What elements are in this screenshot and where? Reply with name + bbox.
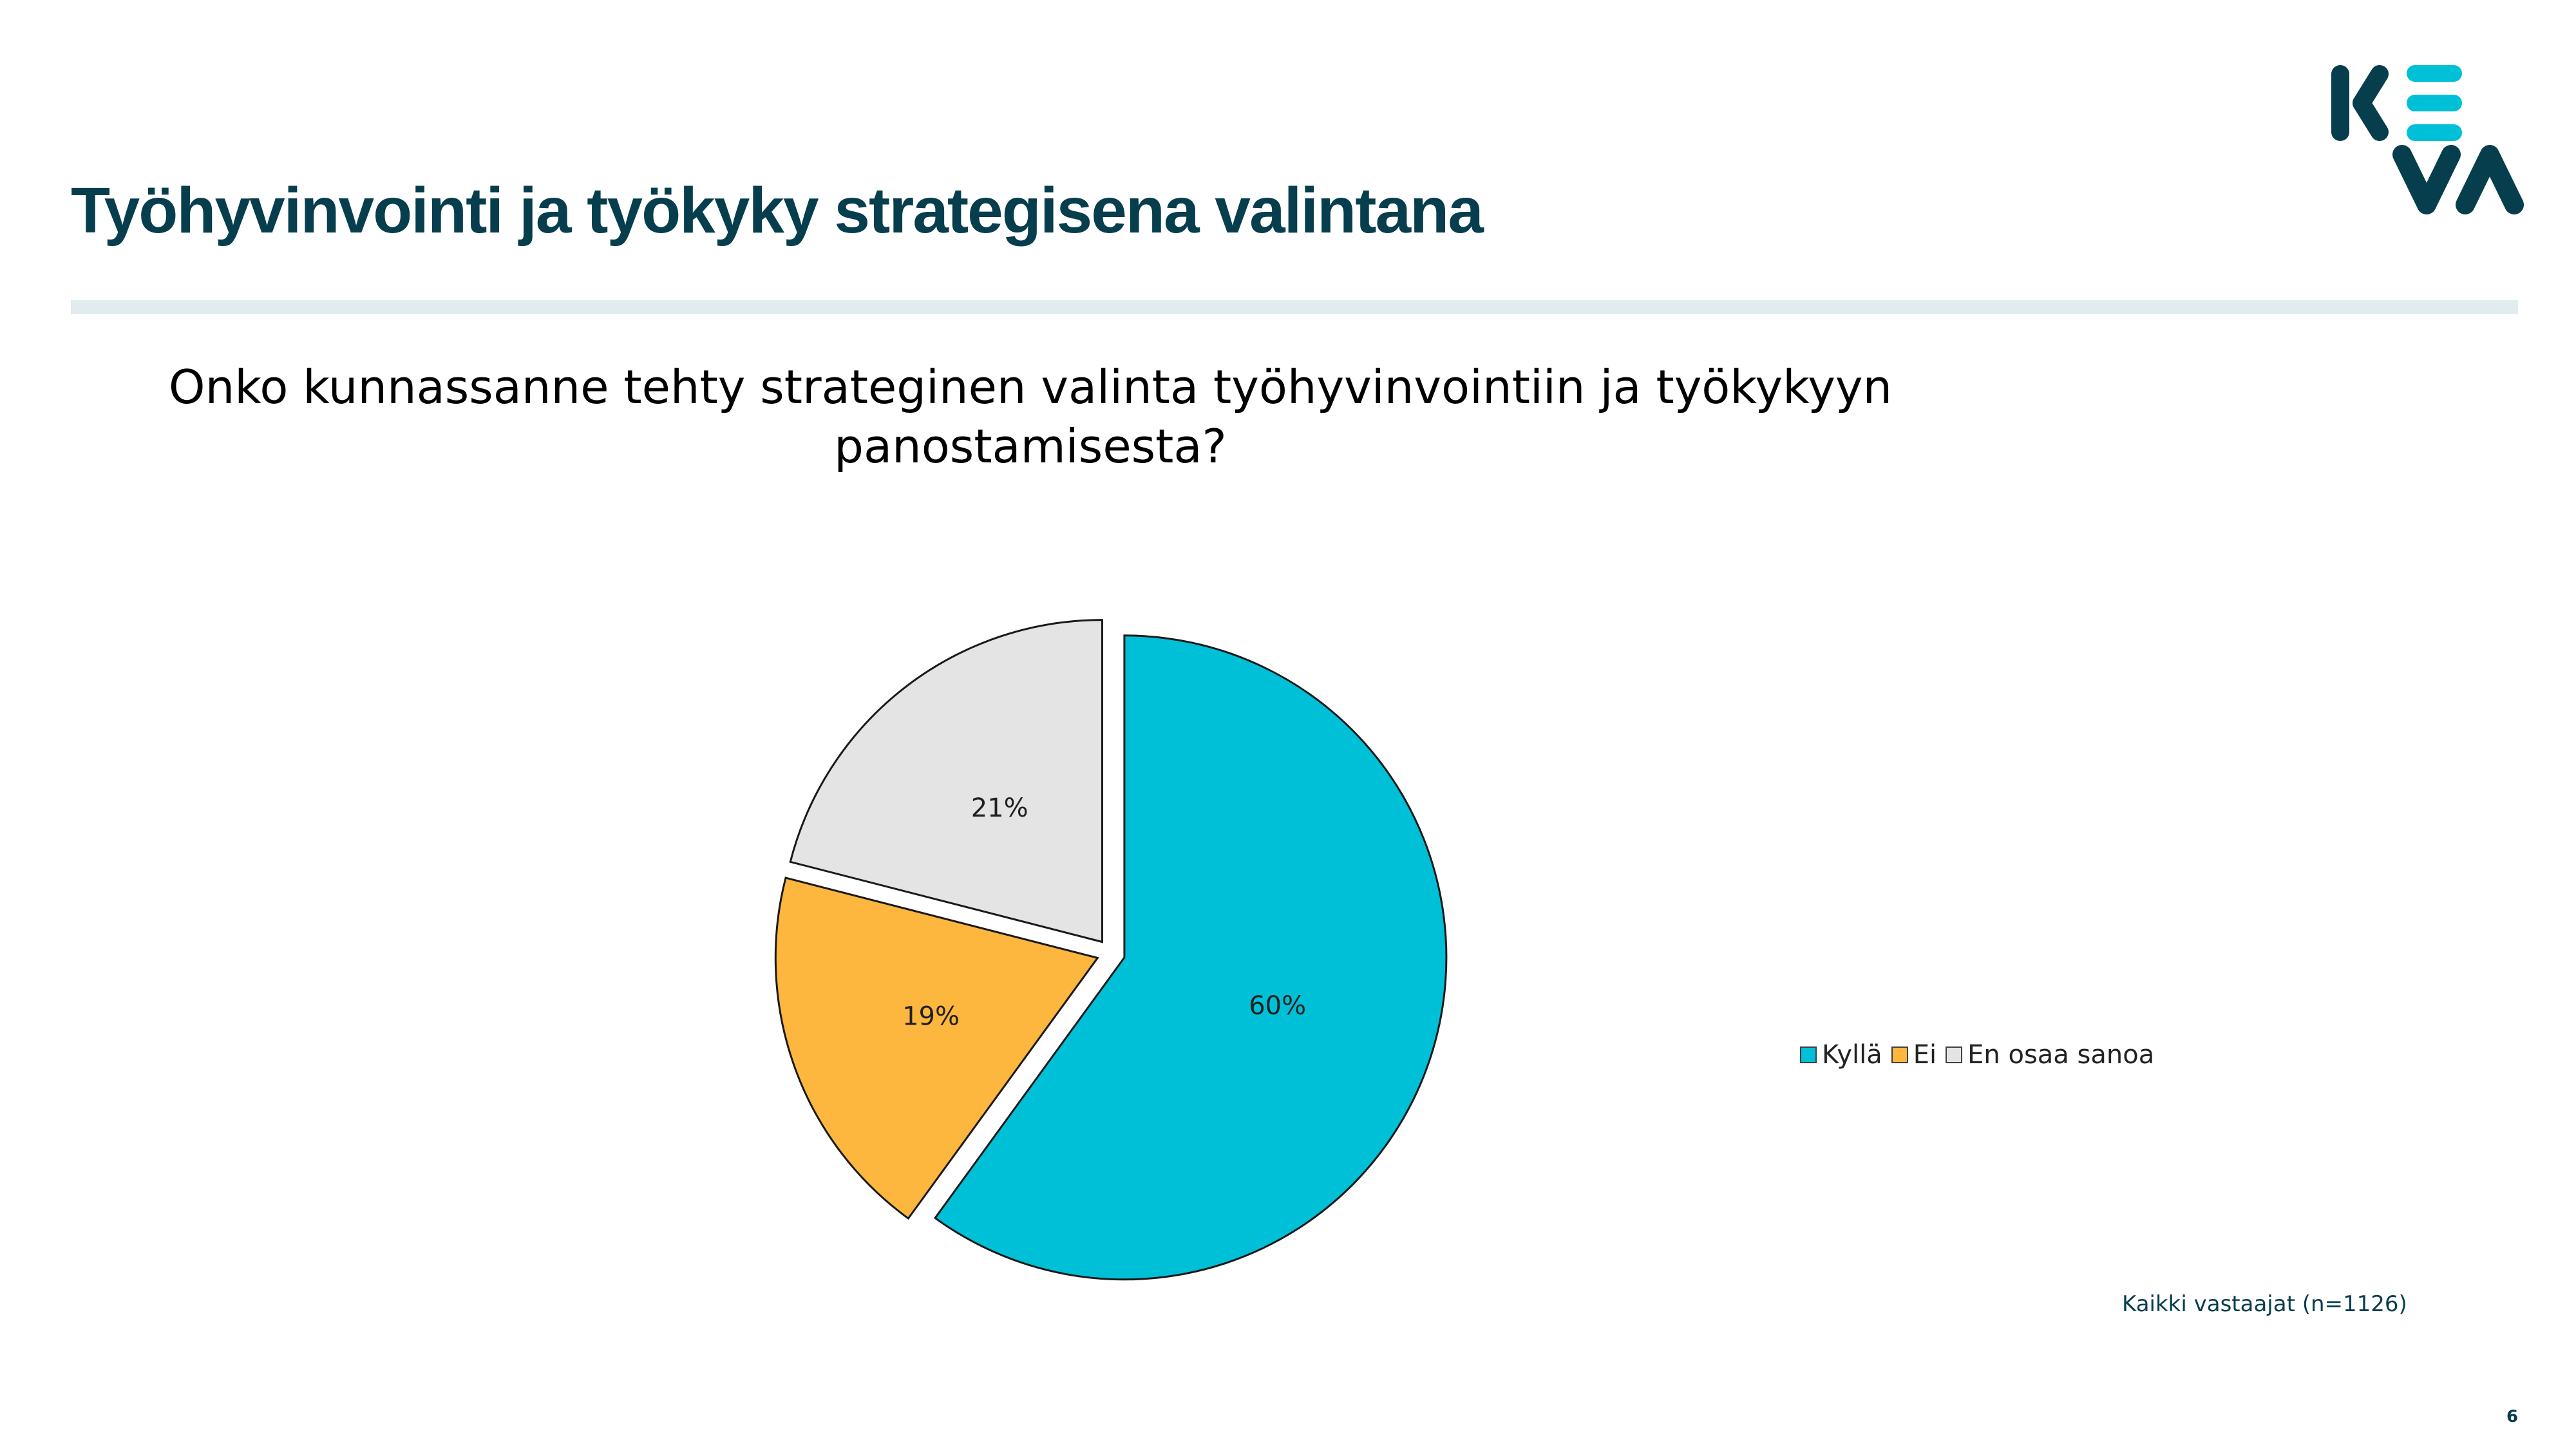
page-title: Työhyvinvointi ja työkyky strategisena v…: [71, 175, 1484, 247]
data-label-kylla: 60%: [1249, 991, 1306, 1021]
legend-swatch-en-osaa-sanoa: [1946, 1046, 1963, 1063]
legend-item-ei: Ei: [1891, 1040, 1937, 1070]
legend-item-en-osaa-sanoa: En osaa sanoa: [1946, 1040, 2154, 1070]
legend-swatch-ei: [1891, 1046, 1908, 1063]
logo-letter-a: [2456, 145, 2524, 214]
legend-item-kylla: Kyllä: [1800, 1040, 1882, 1070]
keva-logo: [2331, 65, 2524, 214]
data-label-ei: 19%: [902, 1002, 960, 1032]
chart-title-line-1: Onko kunnassanne tehty strateginen valin…: [168, 360, 1893, 414]
legend-label-ei: Ei: [1913, 1040, 1937, 1070]
chart-title-line-2: panostamisesta?: [834, 419, 1227, 473]
keva-logo-letters: [2331, 65, 2524, 214]
legend-label-en-osaa-sanoa: En osaa sanoa: [1967, 1040, 2155, 1070]
page-number: 6: [2506, 1407, 2519, 1426]
logo-letter-k-arm: [2353, 65, 2389, 141]
pie-slice-kylla: [933, 634, 1448, 1281]
pie-slice-en-osaa-sanoa: [789, 619, 1104, 943]
title-divider: [71, 300, 2518, 314]
logo-letter-v: [2392, 145, 2461, 214]
data-label-en-osaa-sanoa: 21%: [971, 793, 1028, 823]
respondents-note: Kaikki vastaajat (n=1126): [2122, 1291, 2407, 1317]
legend-swatch-kylla: [1800, 1046, 1817, 1063]
pie-slice-ei: [774, 876, 1099, 1220]
pie-chart: 60% 19% 21%: [774, 619, 1448, 1281]
legend-label-kylla: Kyllä: [1822, 1040, 1882, 1070]
chart-title: Onko kunnassanne tehty strateginen valin…: [161, 357, 1900, 476]
chart-legend: Kyllä Ei En osaa sanoa: [1800, 1040, 2163, 1070]
